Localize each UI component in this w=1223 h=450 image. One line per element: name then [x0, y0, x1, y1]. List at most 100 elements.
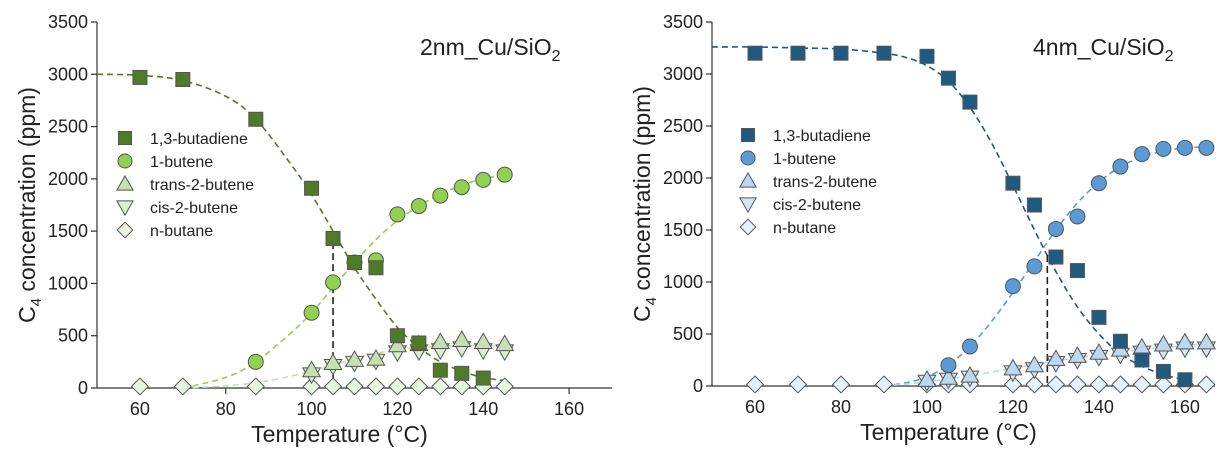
- point-1-butene: [389, 206, 406, 223]
- y-axis-title-main: C: [14, 306, 40, 323]
- point-n-butane: [452, 377, 471, 396]
- point-1,3-butadiene: [1134, 352, 1150, 368]
- y-tick-label: 3000: [48, 64, 88, 84]
- x-tick-label: 60: [745, 397, 765, 417]
- point-1-butene: [1069, 208, 1086, 225]
- point-1-butene: [1090, 175, 1107, 192]
- point-1,3-butadiene: [325, 230, 341, 246]
- point-1,3-butadiene: [454, 365, 470, 381]
- point-n-butane: [388, 377, 407, 396]
- y-tick-label: 2500: [48, 117, 88, 137]
- legend-marker-cis-2-butene: [116, 200, 134, 217]
- point-1-butene: [453, 179, 470, 196]
- point-trans-2-butene: [1175, 332, 1195, 350]
- point-1,3-butadiene: [1091, 309, 1107, 325]
- point-n-butane: [831, 375, 851, 394]
- point-1,3-butadiene: [432, 362, 448, 378]
- panel-title: 4nm_Cu/SiO2: [1033, 34, 1174, 65]
- point-trans-2-butene: [1024, 355, 1045, 373]
- panel-title-main: 2nm_Cu/SiO: [420, 34, 552, 60]
- legend-label: 1-butene: [773, 151, 836, 168]
- point-trans-2-butene: [1196, 332, 1217, 350]
- point-n-butane: [1046, 375, 1066, 394]
- point-n-butane: [1025, 375, 1044, 394]
- point-1-butene: [1176, 139, 1193, 156]
- point-n-butane: [788, 375, 808, 394]
- point-n-butane: [1111, 375, 1130, 394]
- y-tick-label: 1500: [48, 221, 88, 241]
- point-n-butane: [1068, 375, 1087, 394]
- y-tick-label: 1500: [663, 220, 703, 240]
- point-1,3-butadiene: [389, 328, 405, 344]
- point-trans-2-butene: [938, 367, 959, 385]
- point-1-butene: [247, 353, 264, 370]
- point-trans-2-butene: [960, 365, 980, 383]
- point-n-butane: [345, 377, 364, 396]
- point-trans-2-butene: [495, 334, 515, 352]
- y-axis-title-sub: 4: [643, 297, 660, 305]
- point-1,3-butadiene: [1112, 333, 1128, 349]
- y-axis-title: C4 concentration (ppm): [629, 86, 660, 322]
- point-n-butane: [173, 377, 192, 396]
- y-tick-label: 0: [78, 378, 88, 398]
- chart-panel-2: 0 500 1000 1500 2000 2500 3000 3500 60 80 100 120 14…: [629, 12, 1217, 445]
- legend-marker-1,3-butadiene: [741, 128, 755, 142]
- y-tick-label: 500: [58, 326, 88, 346]
- point-1,3-butadiene: [790, 45, 806, 61]
- point-n-butane: [323, 377, 343, 396]
- point-trans-2-butene: [1089, 342, 1109, 360]
- point-n-butane: [874, 375, 894, 394]
- point-1,3-butadiene: [1177, 372, 1193, 388]
- point-1-butene: [1198, 139, 1215, 156]
- point-n-butane: [302, 377, 321, 396]
- legend-label: 1,3-butadiene: [773, 128, 871, 145]
- point-n-butane: [495, 377, 514, 396]
- point-n-butane: [366, 377, 386, 396]
- legend-marker-1-butene: [740, 150, 756, 166]
- legend-label: cis-2-butene: [773, 197, 861, 214]
- point-trans-2-butene: [344, 350, 365, 367]
- x-tick-label: 120: [998, 397, 1028, 417]
- legend-label: cis-2-butene: [150, 200, 238, 217]
- point-n-butane: [1132, 375, 1152, 394]
- y-tick-label: 2000: [663, 168, 703, 188]
- x-tick-label: 80: [216, 399, 236, 419]
- point-1,3-butadiene: [1069, 263, 1085, 279]
- point-n-butane: [1197, 375, 1216, 394]
- x-tick-label: 140: [468, 399, 498, 419]
- point-1-butene: [475, 171, 492, 188]
- x-tick-label: 100: [297, 399, 327, 419]
- point-trans-2-butene: [473, 332, 493, 350]
- point-n-butane: [409, 377, 428, 396]
- x-tick-label: 100: [912, 397, 942, 417]
- panel-title-sub: 2: [1165, 48, 1174, 65]
- y-tick-label: 500: [673, 324, 703, 344]
- point-1,3-butadiene: [475, 370, 491, 386]
- point-1,3-butadiene: [347, 255, 362, 271]
- point-1,3-butadiene: [1048, 249, 1064, 265]
- legend-marker-trans-2-butene: [739, 171, 757, 188]
- point-1-butene: [432, 187, 449, 204]
- x-tick-label: 120: [382, 399, 412, 419]
- y-axis-title: C4 concentration (ppm): [14, 87, 45, 323]
- fit-curve-1-butene: [883, 146, 1207, 387]
- point-trans-2-butene: [430, 332, 450, 350]
- x-axis-title: Temperature (°C): [251, 421, 428, 447]
- x-tick-label: 60: [130, 399, 150, 419]
- point-n-butane: [745, 375, 765, 394]
- y-tick-label: 3500: [48, 12, 88, 32]
- point-1-butene: [1026, 258, 1043, 275]
- point-n-butane: [1003, 375, 1023, 394]
- legend-label: trans-2-butene: [150, 177, 254, 194]
- x-axis-title: Temperature (°C): [860, 419, 1037, 445]
- panel-title-main: 4nm_Cu/SiO: [1033, 34, 1165, 60]
- point-1-butene: [1133, 146, 1150, 163]
- legend-marker-1-butene: [117, 153, 133, 169]
- point-trans-2-butene: [452, 330, 472, 347]
- point-trans-2-butene: [917, 370, 937, 387]
- point-1,3-butadiene: [1155, 363, 1171, 379]
- point-1,3-butadiene: [304, 180, 320, 196]
- legend-label: 1-butene: [150, 154, 213, 171]
- y-axis-title-rest: concentration (ppm): [629, 86, 655, 297]
- point-trans-2-butene: [366, 348, 386, 366]
